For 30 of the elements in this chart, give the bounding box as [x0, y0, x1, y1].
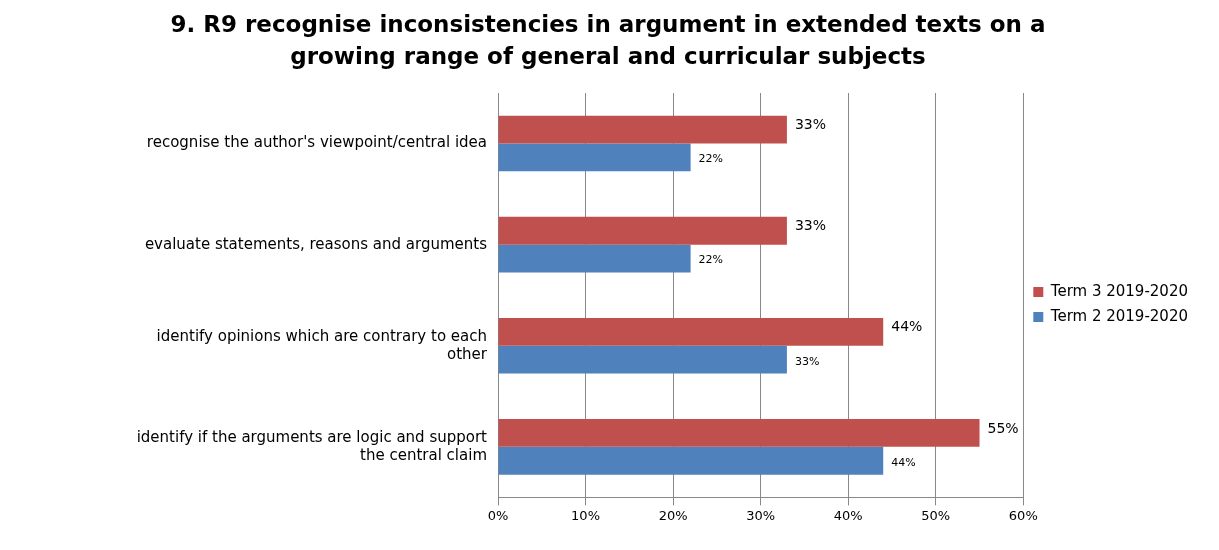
x-tick-label: 30%: [746, 507, 776, 523]
bar: [498, 446, 884, 475]
bar: [498, 345, 787, 374]
bar: [498, 317, 884, 346]
x-tick-label: 40%: [833, 507, 863, 523]
bar: [498, 419, 980, 447]
y-tick-label: evaluate statements, reasons and arguments: [144, 234, 488, 253]
data-label: 22%: [698, 152, 724, 166]
data-label: 33%: [794, 116, 827, 133]
legend-label: Term 3 2019-2020: [1049, 281, 1189, 300]
data-label: 55%: [987, 419, 1019, 436]
bar: [498, 143, 691, 172]
bar: [498, 115, 787, 144]
x-tick-label: 60%: [1008, 507, 1038, 523]
x-tick-label: 50%: [921, 507, 951, 523]
chart-title: 9. R9 recognise inconsistencies in argument in extended texts on a growing range of general and curricular subjects: [169, 10, 1047, 71]
legend-label: Term 2 2019-2020: [1049, 306, 1189, 325]
data-label: 33%: [794, 217, 827, 234]
y-tick-label: recognise the author's viewpoint/central idea: [146, 133, 487, 152]
x-tick-label: 10%: [571, 507, 600, 523]
y-tick-label: identify opinions which are contrary to each other: [156, 326, 488, 363]
data-label: 44%: [891, 455, 916, 469]
data-label: 22%: [698, 253, 724, 267]
bar: [498, 216, 787, 245]
x-tick-label: 20%: [658, 507, 688, 523]
bar: [498, 244, 691, 273]
x-tick-label: 0%: [487, 507, 509, 523]
data-label: 44%: [891, 318, 923, 335]
y-tick-label: identify if the arguments are logic and support the central claim: [136, 427, 488, 464]
data-label: 33%: [794, 354, 820, 368]
